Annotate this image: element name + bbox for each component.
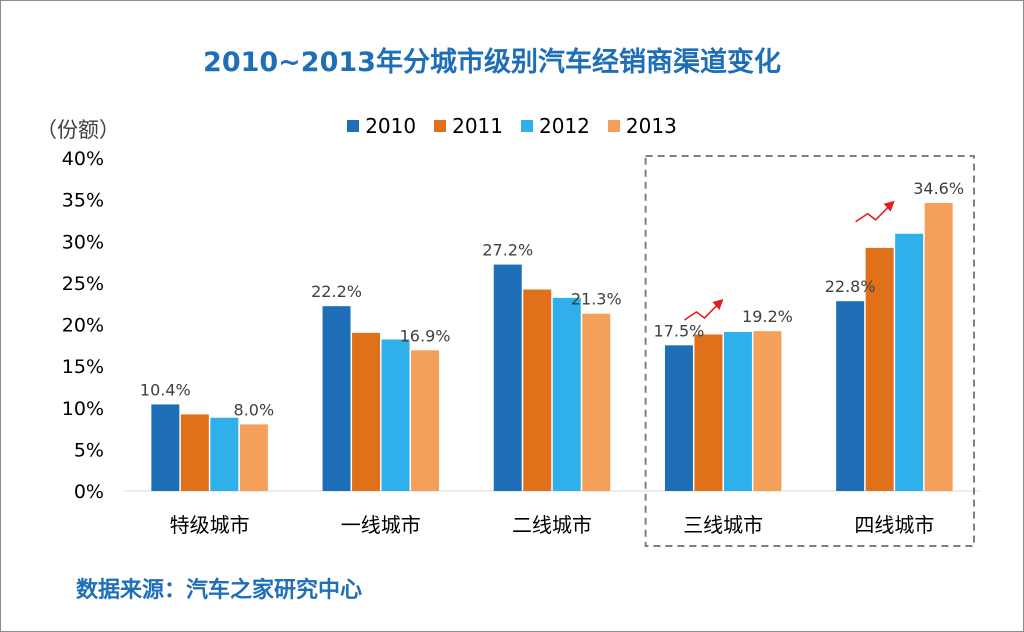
legend-item-2010: 2010: [347, 114, 416, 138]
legend-label-2011: 2011: [452, 114, 503, 138]
legend-item-2013: 2013: [607, 114, 677, 138]
x-category-label: 一线城市: [341, 513, 421, 537]
bar-2012-1: [381, 339, 410, 491]
y-axis-unit-label: （份额）: [36, 118, 120, 142]
data-label: 10.4%: [140, 380, 191, 399]
bar-2012-4: [895, 233, 924, 491]
trend-arrow: [684, 303, 720, 321]
bar-2011-4: [865, 247, 894, 491]
y-tick-label: 40%: [62, 148, 104, 170]
bar-2011-0: [180, 414, 209, 491]
data-label: 22.2%: [311, 282, 362, 301]
x-category-label: 三线城市: [683, 513, 763, 537]
data-label: 17.5%: [654, 321, 705, 340]
trend-arrow-head: [712, 298, 724, 310]
y-tick-label: 20%: [62, 315, 104, 337]
x-category-label: 特级城市: [170, 513, 250, 537]
bar-2013-3: [753, 331, 782, 491]
bar-2012-2: [552, 297, 581, 491]
legend-swatch-2011: [434, 120, 447, 132]
legend-label-2012: 2012: [539, 114, 590, 138]
trend-arrow: [855, 205, 891, 223]
bar-2010-2: [493, 264, 522, 491]
y-tick-label: 25%: [62, 273, 104, 295]
chart-title: 2010~2013年分城市级别汽车经销商渠道变化: [203, 47, 781, 78]
x-category-label: 四线城市: [854, 513, 934, 537]
bar-2012-3: [723, 331, 752, 491]
y-tick-label: 0%: [74, 481, 104, 503]
bar-2013-2: [582, 313, 611, 491]
bar-2011-3: [694, 334, 723, 491]
bar-2010-4: [836, 301, 865, 491]
data-label: 19.2%: [742, 307, 793, 326]
x-category-label: 二线城市: [512, 513, 592, 537]
y-tick-label: 15%: [62, 356, 104, 378]
bar-2013-1: [411, 350, 440, 491]
data-label: 21.3%: [571, 290, 622, 309]
legend-label-2013: 2013: [625, 114, 677, 138]
data-label: 27.2%: [482, 241, 533, 260]
legend-label-2010: 2010: [365, 114, 417, 138]
legend-swatch-2010: [347, 120, 360, 132]
bar-2012-0: [210, 417, 239, 491]
legend-swatch-2013: [607, 120, 620, 132]
bar-2013-0: [239, 424, 268, 491]
y-tick-label: 10%: [62, 398, 104, 420]
y-tick-label: 30%: [62, 231, 104, 253]
data-label: 8.0%: [234, 400, 275, 419]
bar-2013-4: [924, 202, 953, 491]
y-tick-label: 5%: [74, 439, 104, 461]
legend-item-2012: 2012: [521, 114, 590, 138]
legend-swatch-2012: [521, 120, 533, 132]
trend-arrow-head: [883, 200, 895, 212]
legend-item-2011: 2011: [434, 114, 503, 138]
highlight-box: [644, 155, 975, 547]
legend: 2010 2011 2012 2013: [0, 114, 1024, 138]
bar-2010-1: [322, 306, 351, 491]
bar-2011-1: [352, 332, 381, 491]
data-label: 22.8%: [825, 277, 876, 296]
bar-2010-0: [151, 404, 180, 491]
y-tick-label: 35%: [62, 190, 104, 212]
source-note: 数据来源：汽车之家研究中心: [76, 578, 363, 603]
bar-2010-3: [664, 345, 693, 491]
data-label: 16.9%: [400, 326, 451, 345]
bar-2011-2: [523, 289, 552, 491]
data-label: 34.6%: [913, 179, 964, 198]
